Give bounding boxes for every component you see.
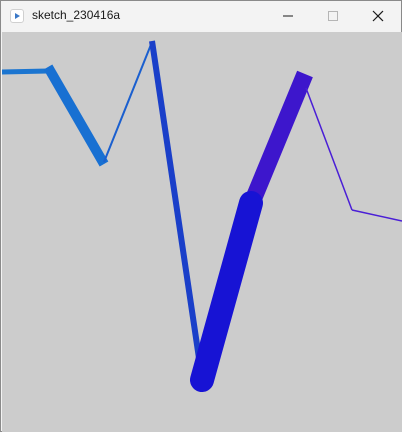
stroke-segment-7 [305,87,353,211]
stroke-segment-4 [149,40,203,366]
stroke-segment-5 [245,70,313,204]
stroke-segment-6 [190,191,263,392]
sketch-canvas[interactable] [2,32,402,432]
close-icon [372,10,384,22]
maximize-icon [328,11,338,21]
title-bar[interactable]: sketch_230416a [1,1,401,31]
stroke-segment-8 [351,209,402,222]
minimize-icon [283,15,293,17]
sketch-drawing [2,40,402,392]
window-title: sketch_230416a [32,8,121,22]
maximize-button[interactable] [310,1,356,31]
stroke-segment-2 [43,64,109,167]
stroke-segment-3 [103,41,153,163]
stroke-segment-1 [2,68,49,75]
processing-app-icon [10,9,24,23]
minimize-button[interactable] [265,1,311,31]
close-button[interactable] [355,1,401,31]
